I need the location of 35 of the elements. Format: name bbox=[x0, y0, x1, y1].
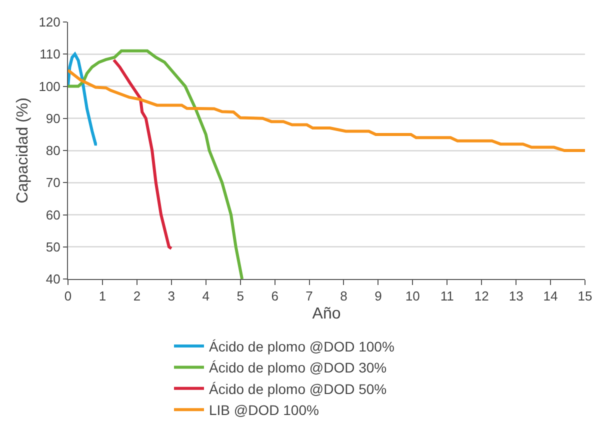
line-series bbox=[68, 68, 585, 152]
y-tick-label: 100 bbox=[38, 78, 60, 94]
y-tick-label: 110 bbox=[40, 46, 60, 62]
y-axis-title: Capacidad (%) bbox=[14, 98, 32, 204]
x-tick-label: 6 bbox=[271, 288, 278, 304]
x-tick-label: 4 bbox=[202, 288, 210, 304]
x-tick-label: 2 bbox=[133, 288, 141, 304]
x-tick-label: 15 bbox=[578, 288, 592, 304]
y-tick-label: 90 bbox=[46, 110, 60, 126]
y-tick-label: 40 bbox=[46, 272, 60, 287]
y-tick-label: 50 bbox=[46, 239, 60, 254]
x-tick-label: 12 bbox=[474, 288, 489, 304]
x-tick-label: 10 bbox=[405, 288, 420, 304]
x-tick-label: 8 bbox=[340, 288, 348, 304]
x-axis-title: Año bbox=[312, 305, 341, 322]
legend-label: Ácido de plomo @DOD 30% bbox=[209, 360, 387, 376]
y-tick-label: 60 bbox=[46, 207, 60, 222]
y-tick-label: 70 bbox=[46, 175, 60, 190]
x-tick-label: 5 bbox=[236, 288, 244, 304]
x-tick-label: 7 bbox=[306, 288, 313, 304]
x-tick-label: 1 bbox=[98, 288, 106, 304]
x-tick-label: 9 bbox=[374, 288, 382, 304]
y-tick-label: 80 bbox=[46, 143, 60, 158]
line-series bbox=[68, 52, 98, 146]
line-series bbox=[68, 49, 244, 279]
x-tick-label: 3 bbox=[168, 288, 176, 304]
x-tick-label: 13 bbox=[508, 288, 524, 304]
line-series bbox=[112, 58, 173, 250]
x-tick-label: 0 bbox=[64, 288, 72, 304]
legend-label: Ácido de plomo @DOD 50% bbox=[209, 380, 387, 397]
y-tick-label: 120 bbox=[38, 14, 60, 30]
x-tick-label: 11 bbox=[440, 288, 454, 304]
legend-label: LIB @DOD 100% bbox=[209, 402, 319, 418]
x-tick-label: 14 bbox=[543, 288, 558, 304]
legend-label: Ácido de plomo @DOD 100% bbox=[209, 338, 394, 354]
